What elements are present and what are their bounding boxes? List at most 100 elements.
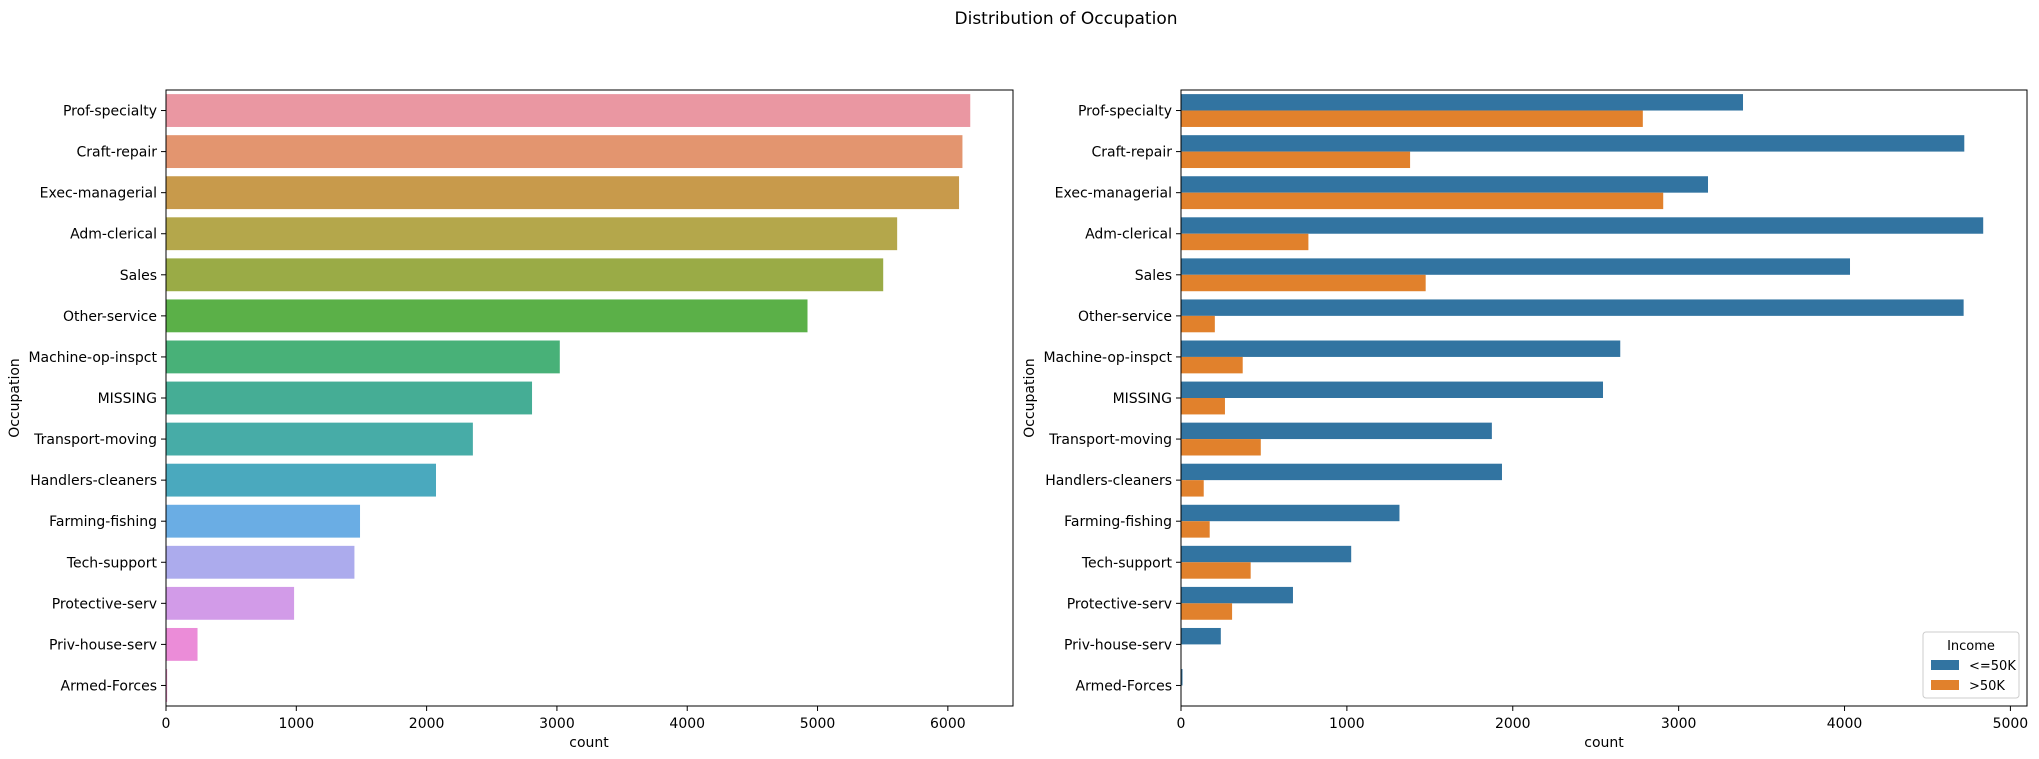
legend-label-gt50k: >50K bbox=[1969, 679, 2005, 694]
bar-protective-serv bbox=[166, 586, 295, 620]
y-tick-label-exec-managerial: Exec-managerial bbox=[40, 186, 157, 202]
bar-missing bbox=[166, 381, 533, 415]
left-y-axis: Prof-specialty Craft-repair Exec-manageria… bbox=[28, 104, 166, 694]
y-tick-label-adm-clerical: Adm-clerical bbox=[70, 227, 157, 243]
bar-armed-forces-le50k bbox=[1181, 669, 1183, 686]
legend-title: Income bbox=[1947, 639, 1995, 654]
y-tick-label-priv-house-serv: Priv-house-serv bbox=[49, 637, 157, 653]
x-tick-label-0: 0 bbox=[162, 716, 171, 732]
right-chart-occupation-by-income: Prof-specialty Craft-repair Exec-manageria… bbox=[1022, 89, 2029, 751]
bar-farming-fishing-le50k bbox=[1181, 504, 1400, 522]
x-tick-label-5000: 5000 bbox=[800, 716, 836, 732]
bar-transport-moving bbox=[166, 422, 473, 456]
y-tick-label-machine-op-inspct: Machine-op-inspct bbox=[1043, 350, 1172, 366]
y-tick-label-farming-fishing: Farming-fishing bbox=[49, 514, 157, 530]
bar-machine-op-inspct-le50k bbox=[1181, 340, 1621, 357]
y-tick-label-tech-support: Tech-support bbox=[66, 555, 158, 571]
bar-exec-managerial bbox=[166, 176, 960, 210]
y-tick-label-craft-repair: Craft-repair bbox=[1091, 145, 1172, 161]
y-tick-label-other-service: Other-service bbox=[1078, 309, 1172, 325]
legend-swatch-gt50k bbox=[1931, 680, 1959, 690]
figure-title: Distribution of Occupation bbox=[955, 9, 1178, 29]
y-tick-label-armed-forces: Armed-Forces bbox=[61, 678, 157, 694]
y-tick-label-exec-managerial: Exec-managerial bbox=[1055, 186, 1172, 202]
x-tick-label-1000: 1000 bbox=[278, 716, 314, 732]
bar-sales-le50k bbox=[1181, 258, 1851, 275]
bar-craft-repair bbox=[166, 135, 963, 169]
x-tick-label-3000: 3000 bbox=[1661, 716, 1697, 732]
y-tick-label-armed-forces: Armed-Forces bbox=[1076, 678, 1172, 694]
y-tick-label-craft-repair: Craft-repair bbox=[76, 145, 157, 161]
bar-handlers-cleaners bbox=[166, 463, 436, 497]
y-tick-label-handlers-cleaners: Handlers-cleaners bbox=[30, 473, 157, 489]
bar-missing-gt50k bbox=[1181, 398, 1225, 415]
bar-farming-fishing bbox=[166, 504, 361, 538]
left-bars bbox=[166, 94, 971, 702]
bar-protective-serv-le50k bbox=[1181, 586, 1293, 604]
y-tick-label-prof-specialty: Prof-specialty bbox=[63, 104, 157, 120]
right-y-axis: Prof-specialty Craft-repair Exec-manageria… bbox=[1043, 104, 1181, 694]
bar-other-service-le50k bbox=[1181, 299, 1964, 316]
left-y-axis-label: Occupation bbox=[7, 358, 23, 438]
x-tick-label-2000: 2000 bbox=[409, 716, 445, 732]
x-tick-label-0: 0 bbox=[1177, 716, 1186, 732]
legend: Income <=50K >50K bbox=[1922, 631, 2020, 699]
x-tick-label-5000: 5000 bbox=[1993, 716, 2029, 732]
bar-exec-managerial-le50k bbox=[1181, 176, 1709, 193]
y-tick-label-prof-specialty: Prof-specialty bbox=[1078, 104, 1172, 120]
right-x-axis: 0 1000 2000 3000 4000 5000 bbox=[1177, 706, 2029, 732]
bar-protective-serv-gt50k bbox=[1181, 603, 1233, 620]
bar-tech-support-gt50k bbox=[1181, 562, 1251, 579]
legend-label-le50k: <=50K bbox=[1969, 659, 2016, 674]
y-tick-label-missing: MISSING bbox=[1113, 391, 1172, 407]
y-tick-label-missing: MISSING bbox=[98, 391, 157, 407]
y-tick-label-protective-serv: Protective-serv bbox=[52, 596, 157, 612]
bar-sales bbox=[166, 258, 884, 292]
x-tick-label-4000: 4000 bbox=[669, 716, 705, 732]
bar-machine-op-inspct bbox=[166, 340, 560, 374]
bar-handlers-cleaners-gt50k bbox=[1181, 480, 1204, 497]
y-tick-label-transport-moving: Transport-moving bbox=[1048, 432, 1172, 448]
x-tick-label-4000: 4000 bbox=[1827, 716, 1863, 732]
x-tick-label-6000: 6000 bbox=[930, 716, 966, 732]
bar-other-service-gt50k bbox=[1181, 315, 1215, 333]
bar-prof-specialty-gt50k bbox=[1181, 110, 1643, 127]
left-x-axis: 0 1000 2000 3000 4000 5000 6000 bbox=[162, 706, 966, 732]
x-tick-label-2000: 2000 bbox=[1495, 716, 1531, 732]
y-tick-label-farming-fishing: Farming-fishing bbox=[1064, 514, 1172, 530]
bar-adm-clerical-gt50k bbox=[1181, 233, 1309, 251]
bar-prof-specialty bbox=[166, 94, 971, 127]
bar-craft-repair-le50k bbox=[1181, 135, 1965, 152]
y-tick-label-tech-support: Tech-support bbox=[1081, 555, 1173, 571]
bar-craft-repair-gt50k bbox=[1181, 151, 1411, 169]
y-tick-label-other-service: Other-service bbox=[63, 309, 157, 325]
x-tick-label-1000: 1000 bbox=[1329, 716, 1365, 732]
y-tick-label-sales: Sales bbox=[1135, 268, 1172, 284]
y-tick-label-machine-op-inspct: Machine-op-inspct bbox=[28, 350, 157, 366]
y-tick-label-transport-moving: Transport-moving bbox=[33, 432, 157, 448]
bar-adm-clerical-le50k bbox=[1181, 217, 1984, 234]
right-x-axis-label: count bbox=[1584, 735, 1624, 751]
left-x-axis-label: count bbox=[569, 735, 609, 751]
bar-priv-house-serv-le50k bbox=[1181, 627, 1221, 645]
bar-exec-managerial-gt50k bbox=[1181, 192, 1664, 210]
bar-farming-fishing-gt50k bbox=[1181, 521, 1210, 538]
bar-transport-moving-gt50k bbox=[1181, 439, 1261, 456]
bar-missing-le50k bbox=[1181, 381, 1604, 398]
bar-prof-specialty-le50k bbox=[1181, 94, 1744, 111]
right-y-axis-label: Occupation bbox=[1022, 358, 1038, 438]
bar-tech-support-le50k bbox=[1181, 545, 1352, 563]
bar-handlers-cleaners-le50k bbox=[1181, 463, 1502, 481]
bar-sales-gt50k bbox=[1181, 274, 1426, 292]
y-tick-label-sales: Sales bbox=[120, 268, 157, 284]
bar-other-service bbox=[166, 299, 808, 333]
bar-priv-house-serv bbox=[166, 627, 198, 661]
y-tick-label-adm-clerical: Adm-clerical bbox=[1085, 227, 1172, 243]
x-tick-label-3000: 3000 bbox=[539, 716, 575, 732]
bar-adm-clerical bbox=[166, 217, 898, 251]
y-tick-label-protective-serv: Protective-serv bbox=[1067, 596, 1172, 612]
y-tick-label-priv-house-serv: Priv-house-serv bbox=[1064, 637, 1172, 653]
bar-transport-moving-le50k bbox=[1181, 422, 1492, 440]
legend-swatch-le50k bbox=[1931, 660, 1959, 670]
